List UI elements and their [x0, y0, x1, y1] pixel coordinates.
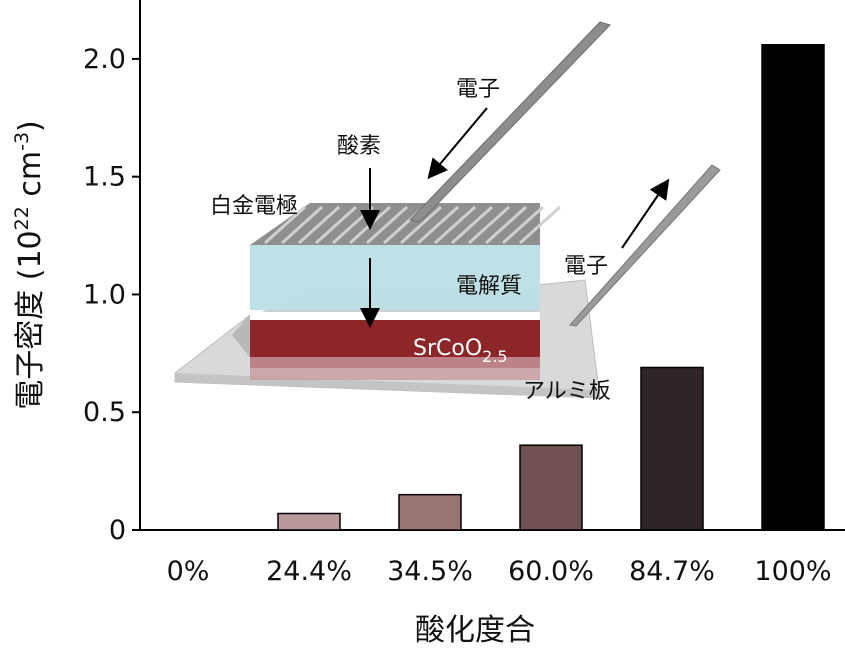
bar-5: [761, 44, 825, 531]
y-axis-title: 電子密度 (1022 cm-3): [11, 120, 48, 410]
y-axis-title-main: 電子密度 (10: [13, 230, 48, 409]
electrode-finger: [467, 205, 511, 245]
x-tick-label: 34.5%: [387, 556, 473, 587]
film-label-sub: 2.5: [482, 347, 507, 366]
electrode-comb: [263, 205, 562, 245]
oxygen-label: 酸素: [337, 134, 381, 159]
electron-arrow-out: [621, 178, 670, 249]
electrode-finger: [501, 205, 545, 245]
x-tick-label: 60.0%: [508, 556, 594, 587]
electrode-finger: [484, 205, 528, 245]
film-label-main: SrCoO: [413, 336, 482, 361]
bar-1: [277, 512, 341, 531]
film-front-lower: [250, 357, 540, 380]
electron-in-label: 電子: [456, 77, 500, 102]
bars-group: [277, 44, 825, 531]
electrode-finger: [263, 205, 307, 245]
platinum-electrode-label: 白金電極: [210, 194, 298, 219]
y-axis-title-exp1: 22: [11, 206, 33, 230]
plate-shadow: [232, 312, 252, 360]
y-axis-title-end: ): [13, 120, 48, 132]
y-tick-label: 0.5: [83, 397, 126, 428]
device-illustration: 白金電極 酸素 電子 電子 電解質 SrCoO2.5 アルミ板: [174, 21, 721, 404]
probe-lower: [569, 164, 721, 327]
electron-out-label: 電子: [564, 254, 608, 279]
film-label: SrCoO2.5: [413, 336, 508, 366]
y-tick-label: 2.0: [83, 44, 126, 75]
bar-2: [398, 493, 462, 531]
electrode-finger: [433, 205, 477, 245]
aluminum-plate-label: アルミ板: [523, 379, 611, 404]
y-ticks-group: 0 0.5 1.0 1.5 2.0: [83, 44, 140, 546]
film-interface: [250, 312, 540, 320]
electrolyte-front: [250, 245, 540, 310]
bar-4: [640, 366, 704, 531]
x-tick-label: 24.4%: [266, 556, 352, 587]
electrode-finger: [450, 205, 494, 245]
y-axis-title-mid: cm: [13, 151, 48, 206]
x-tick-label: 84.7%: [629, 556, 715, 587]
probe-upper: [409, 21, 611, 223]
electrode-finger: [399, 205, 443, 245]
y-axis-title-exp2: -3: [11, 132, 33, 151]
electrode-finger: [365, 205, 409, 245]
electrode-finger: [518, 205, 562, 245]
electrode-finger: [280, 205, 324, 245]
electrode-finger: [297, 205, 341, 245]
x-tick-labels-group: 0% 24.4% 34.5% 60.0% 84.7% 100%: [167, 556, 832, 587]
electron-arrow-in: [427, 107, 488, 180]
y-tick-label: 1.0: [83, 279, 126, 310]
electrolyte-label: 電解質: [456, 274, 522, 299]
electrode-finger: [416, 205, 460, 245]
electrode-finger: [314, 205, 358, 245]
bar-3: [519, 444, 583, 531]
x-tick-label: 0%: [167, 556, 210, 587]
x-axis-title: 酸化度合: [415, 613, 535, 648]
y-tick-label: 0: [109, 515, 126, 546]
x-tick-label: 100%: [754, 556, 831, 587]
axes: [139, 0, 845, 531]
y-tick-label: 1.5: [83, 162, 126, 193]
